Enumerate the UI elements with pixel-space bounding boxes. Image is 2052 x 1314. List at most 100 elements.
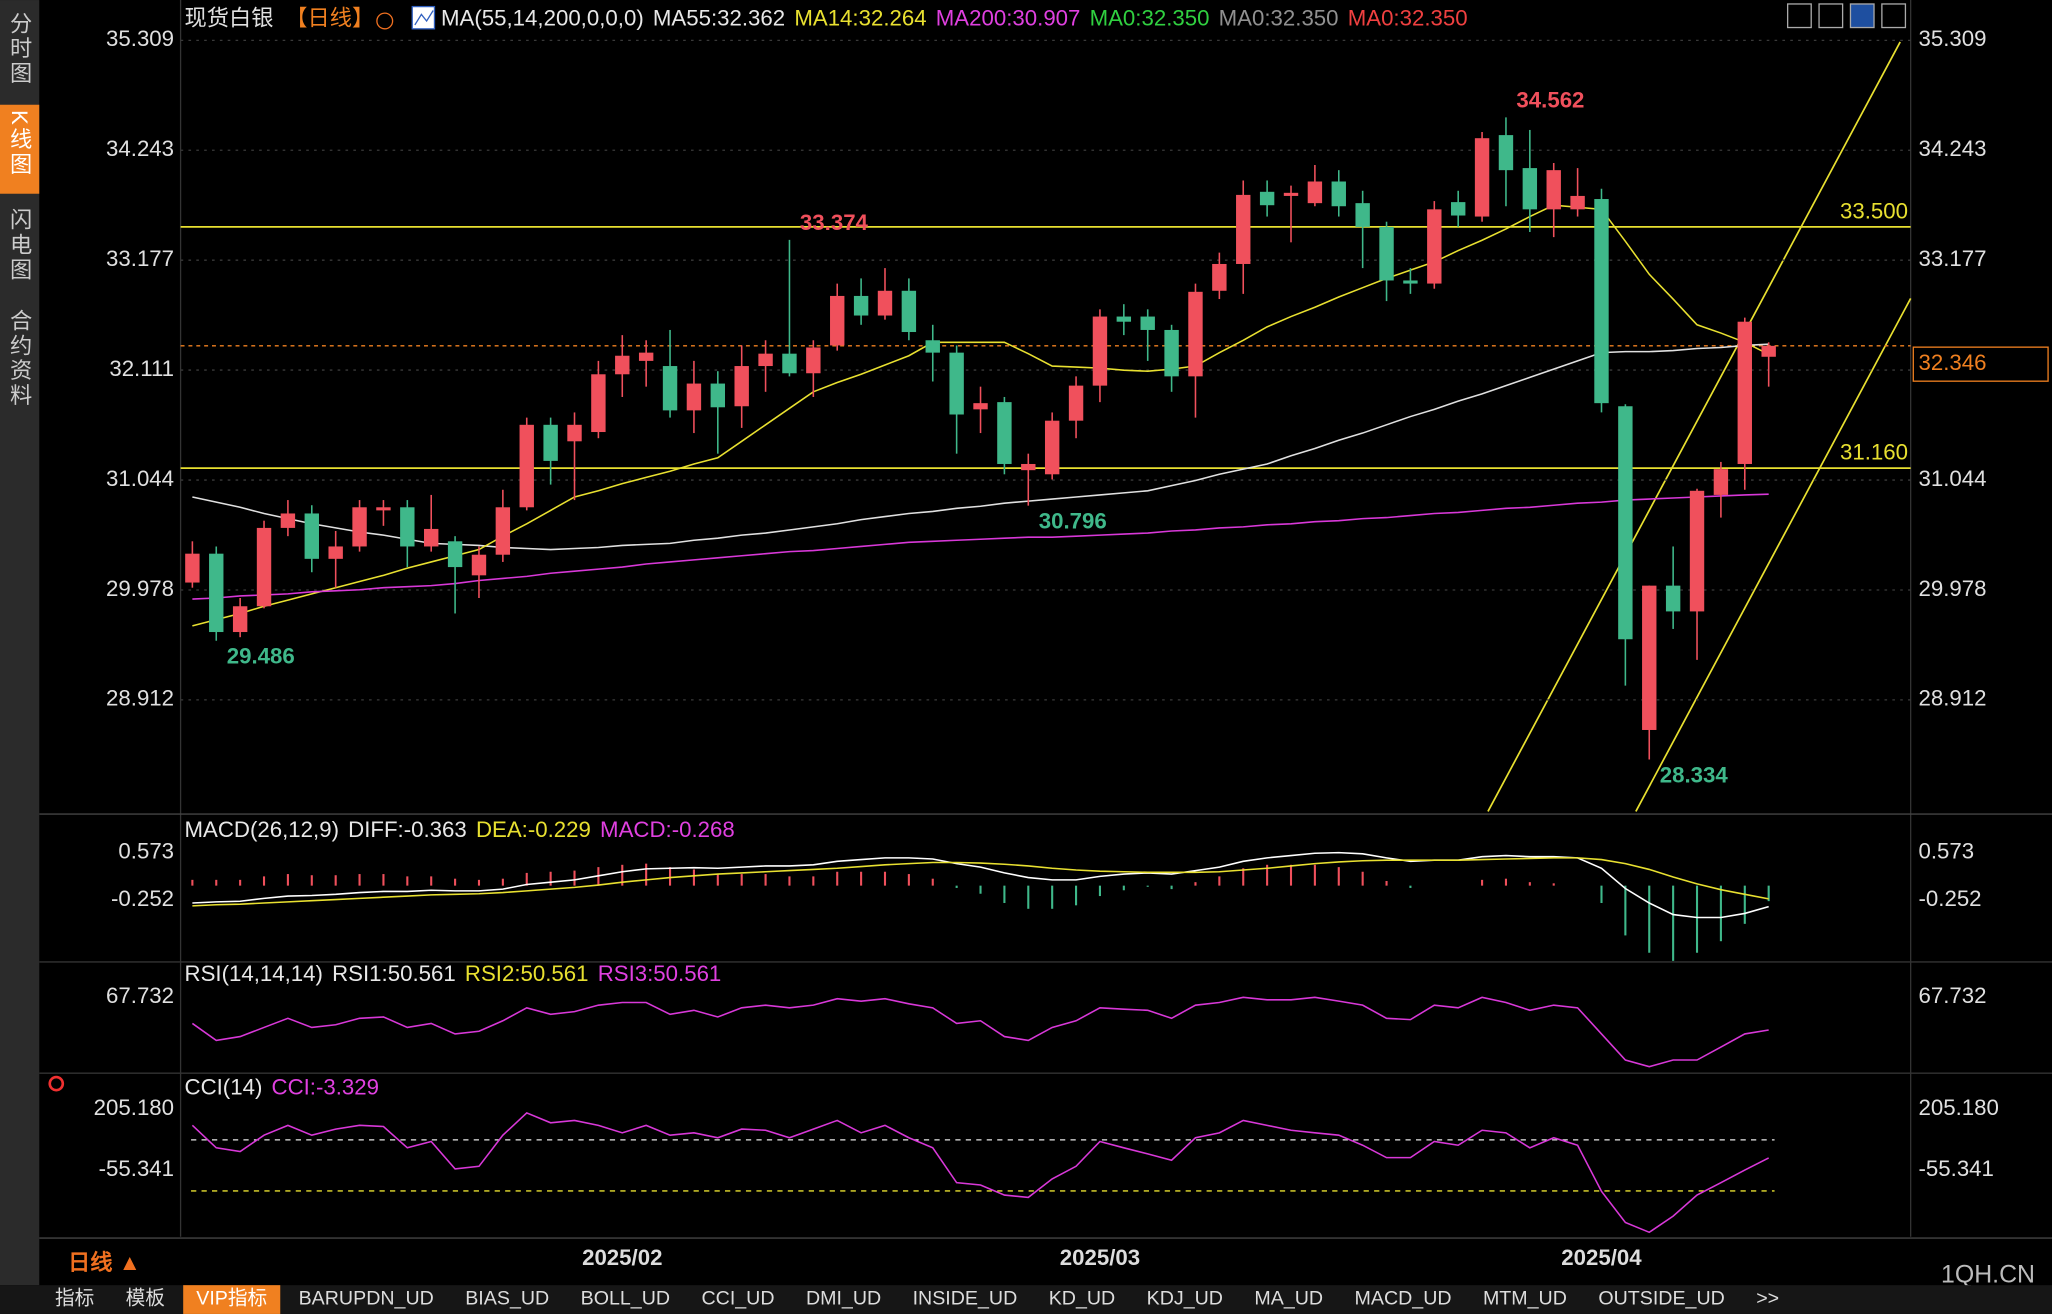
candle-body [1474, 138, 1490, 217]
tab-label[interactable]: DMI_UD [806, 1288, 881, 1310]
candle-body [782, 353, 797, 374]
low-label: 30.796 [1039, 509, 1107, 534]
candle-body [1689, 490, 1705, 612]
y-tick-label: 0.573 [118, 838, 174, 863]
candle-body [1713, 469, 1729, 495]
candle-body [1068, 385, 1084, 421]
legend-item: DIFF:-0.363 [348, 817, 467, 842]
candle-body [1570, 195, 1585, 210]
y-tick-label: 33.177 [1919, 246, 1987, 271]
indicator-line [191, 1112, 1770, 1234]
tab-label[interactable]: MA_UD [1254, 1288, 1323, 1310]
candle-body [567, 424, 582, 442]
legend-item: CCI:-3.329 [272, 1075, 380, 1100]
indicator-line [192, 857, 1769, 907]
candle-body [1403, 280, 1418, 284]
candle-body [734, 366, 749, 407]
tab-label[interactable]: INSIDE_UD [913, 1288, 1018, 1310]
y-tick-label: 29.978 [106, 576, 174, 601]
candle-body [376, 507, 391, 511]
period: 【日线】 [285, 6, 374, 31]
toolbar-icon[interactable] [1881, 3, 1907, 29]
toolbar-icon[interactable] [1849, 3, 1875, 29]
period-switch[interactable]: 日线 ▲ [68, 1249, 141, 1275]
tab-label[interactable]: OUTSIDE_UD [1598, 1288, 1725, 1310]
x-tick-label: 2025/02 [582, 1245, 662, 1270]
add-icon[interactable] [376, 12, 394, 30]
tab-label[interactable]: MTM_UD [1483, 1288, 1567, 1310]
legend-item: RSI(14,14,14) [185, 961, 323, 986]
y-tick-label: 31.044 [1919, 466, 1987, 491]
record-icon[interactable] [48, 1075, 65, 1092]
tab-label[interactable]: 模板 [126, 1288, 165, 1310]
indicator-icon-line [414, 10, 434, 26]
candle-body [495, 507, 511, 555]
tab-label[interactable]: CCI_UD [701, 1288, 774, 1310]
candle-body [1331, 181, 1346, 207]
horizontal-line-label: 31.160 [1840, 440, 1908, 465]
y-tick-label: 34.243 [106, 136, 174, 161]
sidebar-item[interactable]: 闪电图 [7, 208, 32, 283]
x-tick-label: 2025/04 [1561, 1245, 1642, 1270]
tab-label[interactable]: 指标 [55, 1288, 94, 1310]
candle-body [1283, 192, 1299, 196]
high-label: 33.374 [800, 210, 869, 235]
last-price-label: 32.346 [1919, 350, 1987, 375]
candle-body [1498, 135, 1514, 171]
candle-body [519, 424, 534, 508]
high-label: 34.562 [1516, 88, 1584, 113]
tab-label[interactable]: BARUPDN_UD [299, 1288, 434, 1310]
candle-body [830, 295, 845, 346]
channel-line [1487, 41, 1901, 812]
y-tick-label: 67.732 [106, 983, 174, 1008]
candle-body [1164, 329, 1179, 377]
tab-label[interactable]: BIAS_UD [465, 1288, 549, 1310]
toolbar-icon[interactable] [1786, 3, 1812, 29]
y-tick-label: 28.912 [1919, 686, 1987, 711]
indicator-line [191, 996, 1769, 1068]
candle-body [1450, 202, 1466, 216]
candle-body [1379, 226, 1394, 281]
watermark: 1QH.CN [1941, 1261, 2035, 1289]
tab-label[interactable]: KDJ_UD [1147, 1288, 1223, 1310]
sidebar-item[interactable]: K线图 [7, 110, 32, 177]
legend-item: CCI(14) [185, 1075, 263, 1100]
candle-body [1259, 191, 1275, 206]
candle-body [1618, 406, 1633, 640]
symbol: 现货白银 [185, 6, 274, 31]
y-tick-label: 35.309 [106, 26, 174, 51]
sidebar-item[interactable]: 合约资料 [7, 308, 32, 408]
candle-body [1307, 181, 1323, 204]
tab-label[interactable]: VIP指标 [196, 1288, 267, 1310]
candle-body [710, 383, 726, 408]
sidebar-item[interactable]: 分时图 [7, 11, 32, 86]
tab-label[interactable]: BOLL_UD [581, 1288, 670, 1310]
sidebar-bg [0, 0, 40, 1286]
legend-item: MA14:32.264 [794, 6, 926, 31]
candle-body [1546, 170, 1561, 210]
y-tick-label: 32.111 [109, 356, 174, 381]
toolbar-icon[interactable] [1818, 3, 1844, 29]
candle-body [1355, 203, 1370, 227]
candle-body [424, 528, 439, 547]
candle-body [209, 553, 224, 633]
low-label: 29.486 [227, 644, 295, 669]
tab-label[interactable]: KD_UD [1049, 1288, 1116, 1310]
y-tick-label: 31.044 [106, 466, 174, 491]
legend-item: MA200:30.907 [936, 6, 1081, 31]
tab-label[interactable]: MACD_UD [1355, 1288, 1452, 1310]
candle-body [1594, 199, 1609, 404]
candle-body [328, 546, 343, 559]
candle-body [1212, 263, 1227, 291]
candle-body [1427, 209, 1442, 284]
y-tick-label: 205.180 [94, 1095, 174, 1120]
legend-item: MA0:32.350 [1348, 6, 1468, 31]
candle-body [1188, 291, 1203, 377]
candle-body [662, 366, 678, 411]
candle-body [1021, 463, 1036, 471]
y-tick-label: 67.732 [1919, 983, 1987, 1008]
tab-label[interactable]: >> [1756, 1288, 1779, 1310]
y-tick-label: 205.180 [1919, 1095, 1999, 1120]
candle-body [232, 606, 248, 633]
